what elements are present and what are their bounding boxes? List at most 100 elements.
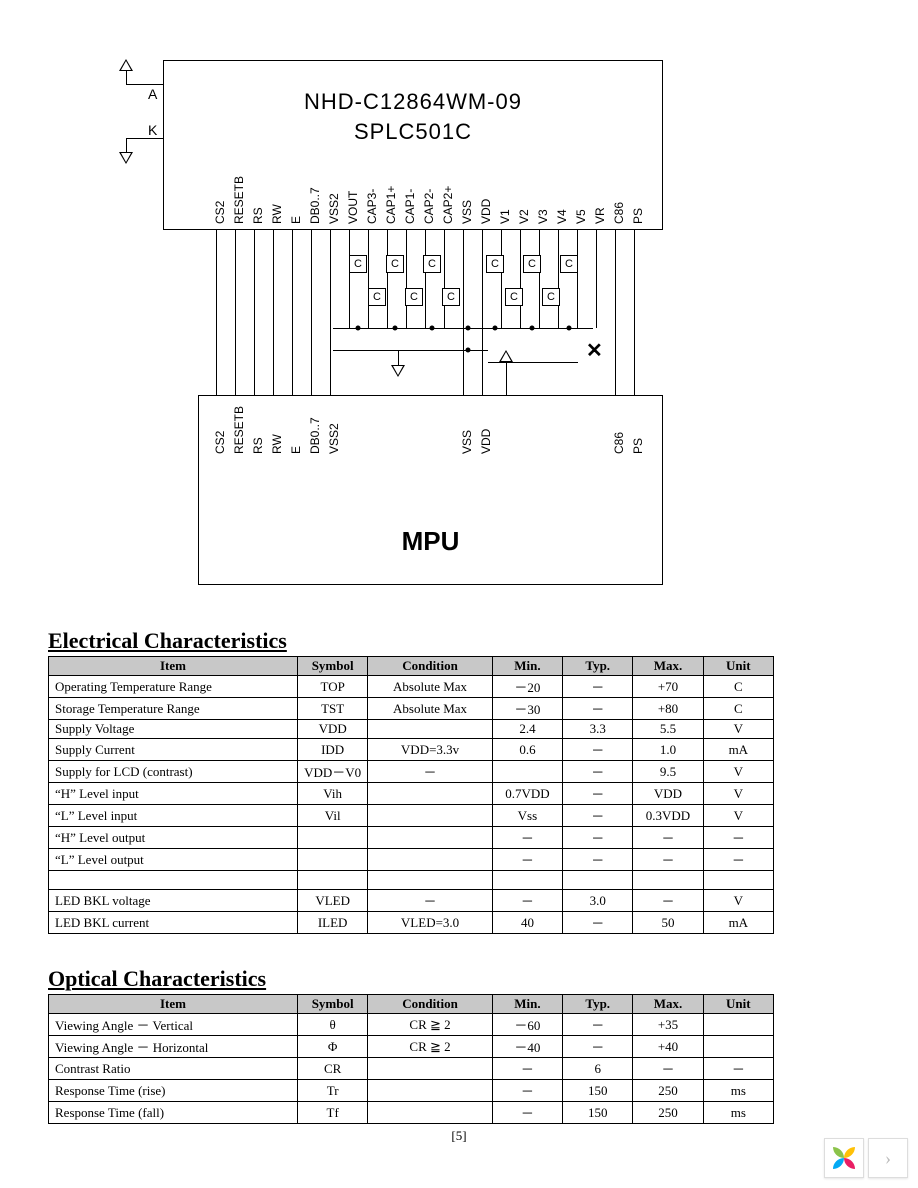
value-cell: [368, 1102, 493, 1124]
value-cell: －: [368, 890, 493, 912]
item-cell: “H” Level input: [49, 783, 298, 805]
value-cell: C: [703, 676, 773, 698]
value-cell: Vil: [298, 805, 368, 827]
lcd-pin-label: V4: [555, 209, 569, 224]
value-cell: [703, 1014, 773, 1036]
value-cell: V: [703, 890, 773, 912]
value-cell: [492, 871, 562, 890]
value-cell: VDD: [298, 720, 368, 739]
value-cell: －40: [492, 1036, 562, 1058]
item-cell: Contrast Ratio: [49, 1058, 298, 1080]
value-cell: C: [703, 698, 773, 720]
value-cell: [633, 871, 703, 890]
electrical-title: Electrical Characteristics: [48, 628, 870, 654]
value-cell: [703, 871, 773, 890]
value-cell: －: [563, 1014, 633, 1036]
item-cell: Supply Current: [49, 739, 298, 761]
value-cell: －: [633, 890, 703, 912]
item-cell: LED BKL voltage: [49, 890, 298, 912]
lcd-pin-label: CAP1-: [403, 189, 417, 224]
electrical-table: ItemSymbolConditionMin.Typ.Max.Unit Oper…: [48, 656, 774, 934]
table-row: Supply VoltageVDD2.43.35.5V: [49, 720, 774, 739]
value-cell: CR: [298, 1058, 368, 1080]
item-cell: [49, 871, 298, 890]
column-header: Unit: [703, 657, 773, 676]
value-cell: －60: [492, 1014, 562, 1036]
next-button[interactable]: ›: [868, 1138, 908, 1178]
item-cell: Supply for LCD (contrast): [49, 761, 298, 783]
pin-a-label: A: [148, 86, 157, 102]
value-cell: －: [563, 1036, 633, 1058]
mpu-pin-label: RS: [251, 437, 265, 454]
value-cell: VLED: [298, 890, 368, 912]
value-cell: －: [703, 1058, 773, 1080]
block-diagram: A K NHD-C12864WM-09 SPLC501C MPU CS2RESE…: [108, 60, 668, 590]
lcd-pin-label: PS: [631, 208, 645, 224]
table-row: Contrast RatioCR－6－－: [49, 1058, 774, 1080]
value-cell: 150: [563, 1102, 633, 1124]
value-cell: －: [492, 890, 562, 912]
value-cell: [368, 871, 493, 890]
value-cell: VDD=3.3v: [368, 739, 493, 761]
lcd-pin-label: CS2: [213, 201, 227, 224]
column-header: Symbol: [298, 657, 368, 676]
column-header: Condition: [368, 657, 493, 676]
value-cell: －: [563, 805, 633, 827]
mpu-pin-label: PS: [631, 438, 645, 454]
lcd-pin-label: CAP2-: [422, 189, 436, 224]
mpu-pin-label: C86: [612, 432, 626, 454]
table-row: Operating Temperature RangeTOPAbsolute M…: [49, 676, 774, 698]
value-cell: 0.6: [492, 739, 562, 761]
value-cell: [368, 1058, 493, 1080]
logo-button[interactable]: [824, 1138, 864, 1178]
value-cell: VDD－V0: [298, 761, 368, 783]
lcd-pin-label: C86: [612, 202, 626, 224]
mpu-pin-label: E: [289, 446, 303, 454]
item-cell: Operating Temperature Range: [49, 676, 298, 698]
lcd-pin-label: DB0..7: [308, 187, 322, 224]
value-cell: －: [492, 827, 562, 849]
column-header: Typ.: [563, 995, 633, 1014]
table-row: Response Time (fall)Tf－150250ms: [49, 1102, 774, 1124]
column-header: Unit: [703, 995, 773, 1014]
lcd-pin-label: VR: [593, 207, 607, 224]
value-cell: －: [368, 761, 493, 783]
value-cell: －: [703, 827, 773, 849]
value-cell: －: [563, 827, 633, 849]
item-cell: “L” Level input: [49, 805, 298, 827]
lcd-pin-label: VOUT: [346, 191, 360, 224]
column-header: Item: [49, 995, 298, 1014]
column-header: Item: [49, 657, 298, 676]
capacitor: C: [560, 255, 578, 273]
value-cell: ILED: [298, 912, 368, 934]
lcd-pin-label: VDD: [479, 199, 493, 224]
lcd-pin-label: E: [289, 216, 303, 224]
value-cell: －: [703, 849, 773, 871]
mpu-label: MPU: [199, 526, 662, 557]
table-row: “L” Level output－－－－: [49, 849, 774, 871]
value-cell: +35: [633, 1014, 703, 1036]
column-header: Typ.: [563, 657, 633, 676]
table-row: [49, 871, 774, 890]
value-cell: －: [563, 783, 633, 805]
value-cell: Vss: [492, 805, 562, 827]
lcd-pin-label: RW: [270, 204, 284, 224]
value-cell: Absolute Max: [368, 676, 493, 698]
item-cell: “H” Level output: [49, 827, 298, 849]
value-cell: Vih: [298, 783, 368, 805]
value-cell: [368, 783, 493, 805]
value-cell: Tf: [298, 1102, 368, 1124]
value-cell: －: [492, 1102, 562, 1124]
item-cell: LED BKL current: [49, 912, 298, 934]
column-header: Min.: [492, 995, 562, 1014]
value-cell: [368, 1080, 493, 1102]
value-cell: 3.3: [563, 720, 633, 739]
optical-table: ItemSymbolConditionMin.Typ.Max.Unit View…: [48, 994, 774, 1124]
value-cell: [492, 761, 562, 783]
column-header: Max.: [633, 657, 703, 676]
value-cell: －: [563, 912, 633, 934]
value-cell: [563, 871, 633, 890]
mpu-pin-label: RW: [270, 434, 284, 454]
value-cell: 50: [633, 912, 703, 934]
value-cell: 9.5: [633, 761, 703, 783]
